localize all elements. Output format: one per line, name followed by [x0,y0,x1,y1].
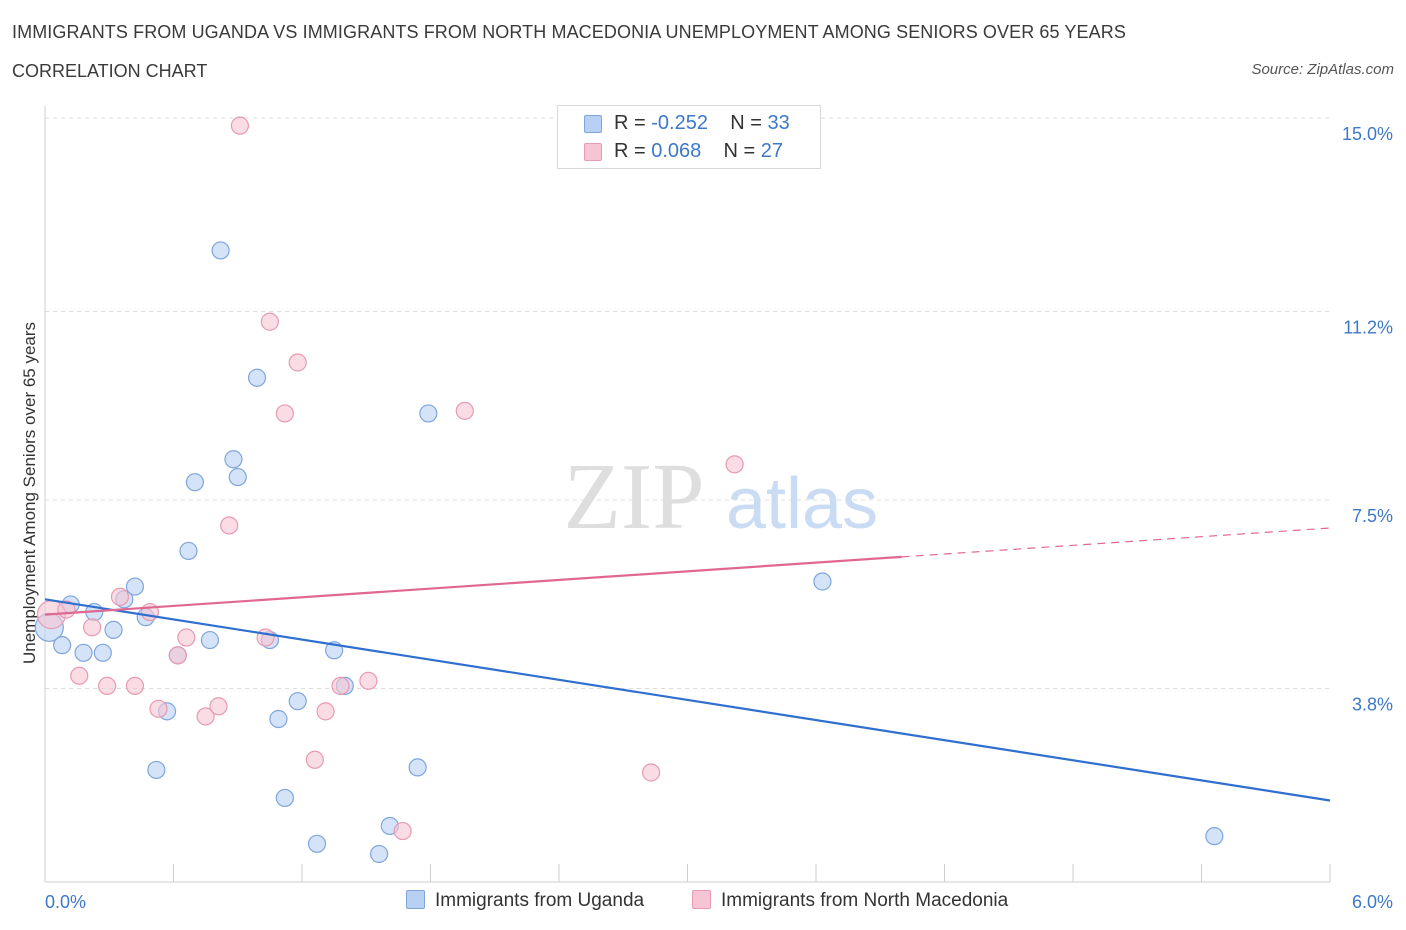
trend-lines [44,527,1331,802]
watermark-atlas: atlas [726,464,878,544]
source-label: Source: ZipAtlas.com [1251,61,1394,78]
uganda-point [247,368,267,387]
macedonia-point [316,702,335,721]
macedonia-points [36,116,744,841]
macedonia-point [125,676,145,696]
x-tick-label: 0.0% [45,892,86,912]
uganda-point [370,844,389,864]
chart-title: IMMIGRANTS FROM UGANDA VS IMMIGRANTS FRO… [12,22,1126,42]
macedonia-point [359,671,378,690]
macedonia-point [220,516,239,535]
y-tick-label: 3.8% [1352,694,1393,714]
macedonia-point [196,707,215,726]
n-value-macedonia: 27 [760,140,784,162]
macedonia-point [288,353,307,372]
macedonia-trend-line [44,555,902,616]
macedonia-point [455,401,474,420]
macedonia-point [275,404,294,423]
r-label: R = [614,112,652,134]
grid-lines [45,117,1330,689]
macedonia-point [209,697,228,716]
uganda-point [269,709,288,729]
macedonia-point [149,699,168,718]
macedonia-point [83,618,102,637]
uganda-point [288,692,307,711]
macedonia-point [168,646,187,665]
uganda-point [200,630,220,650]
r-value-uganda: -0.252 [651,112,708,134]
legend-label-uganda: Immigrants from Uganda [435,890,645,911]
chart-subtitle: CORRELATION CHART [12,61,208,81]
watermark: ZIP atlas [564,445,879,549]
n-label: N = [723,140,761,162]
macedonia-point [641,763,661,782]
uganda-legend-swatch [406,890,425,909]
legend-item-uganda: Immigrants from Uganda [406,890,644,912]
axes [44,106,1331,883]
y-tick-label: 7.5% [1352,506,1393,526]
uganda-point [53,636,72,655]
macedonia-legend-swatch [692,890,711,909]
uganda-point [419,404,438,423]
uganda-point [275,788,294,808]
macedonia-point [260,312,279,331]
macedonia-point [98,676,117,696]
r-value-macedonia: 0.068 [651,140,702,162]
uganda-point [147,760,166,780]
uganda-swatch [584,115,602,133]
legend-label-macedonia: Immigrants from North Macedonia [721,890,1009,911]
uganda-points [34,241,1224,864]
tick-labels: 3.8% 7.5% 11.2% 15.0% 0.0% 6.0% [45,124,1393,912]
n-label: N = [730,112,768,134]
uganda-point [813,572,832,591]
macedonia-point [393,821,412,841]
uganda-point [185,473,205,492]
n-value-uganda: 33 [767,112,790,134]
macedonia-point [177,628,196,647]
uganda-point [179,541,198,561]
uganda-point [211,241,230,260]
macedonia-point [230,116,249,135]
uganda-point [74,643,93,662]
macedonia-point [110,587,130,606]
macedonia-point [331,676,350,696]
uganda-point [125,577,145,596]
uganda-point [1205,827,1224,846]
correlation-legend: R = -0.252 N = 33 R = 0.068 N = 27 [557,105,821,169]
r-label: R = [614,140,652,162]
uganda-trend-line [44,598,1331,802]
x-tick-label: 6.0% [1352,892,1393,912]
macedonia-point [725,455,744,474]
uganda-point [408,758,427,777]
macedonia-point [256,628,275,647]
macedonia-point [70,666,89,685]
uganda-point [228,467,247,487]
macedonia-point [305,750,324,769]
uganda-point [307,834,327,853]
uganda-point [104,620,123,639]
y-tick-label: 11.2% [1343,318,1393,338]
watermark-zip: ZIP [564,445,705,549]
uganda-point [93,643,112,662]
macedonia-trend-extension [901,527,1331,558]
macedonia-swatch [584,143,602,161]
legend-item-macedonia: Immigrants from North Macedonia [692,890,1008,912]
y-tick-label: 15.0% [1342,124,1393,144]
uganda-point [224,450,243,469]
